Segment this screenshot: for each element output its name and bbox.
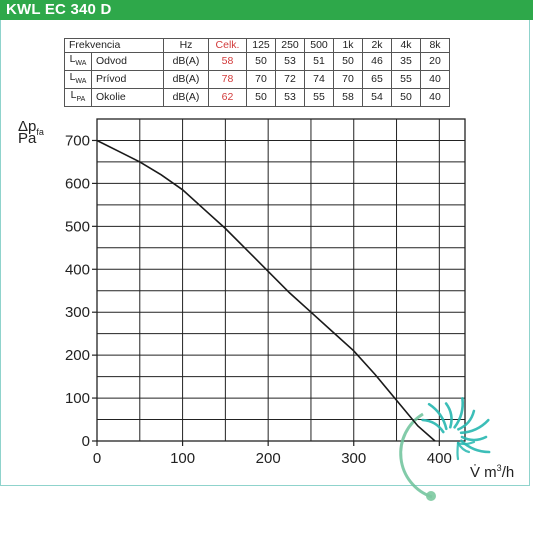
noise-table-header: Frekvencia Hz Celk. 125 250 500 1k 2k 4k… (64, 38, 450, 53)
row-name: Prívod (91, 70, 164, 90)
y-tick-label: 0 (82, 433, 90, 450)
logo-blade (457, 409, 476, 431)
fan-curve-line (96, 139, 436, 442)
logo-blade (459, 418, 490, 435)
x-axis-label: V̇ m3/h (470, 463, 514, 481)
x-tick-label: 0 (93, 450, 101, 467)
y-tick-label: 700 (65, 132, 90, 149)
noise-table: Frekvencia Hz Celk. 125 250 500 1k 2k 4k… (64, 38, 450, 108)
noise-table-row: LWA Odvod dB(A) 58 50 53 51 50 46 35 20 (64, 51, 450, 72)
x-tick-label: 300 (341, 450, 366, 467)
row-symbol: LWA (64, 70, 92, 90)
y-axis-label: Δpfa (18, 118, 44, 137)
row-band: 40 (420, 88, 450, 108)
y-tick-label: 100 (65, 390, 90, 407)
logo-blade (460, 439, 491, 454)
logo-blade (421, 418, 445, 434)
logo-blade (453, 397, 464, 429)
logo-blade (456, 440, 476, 446)
y-tick-label: 600 (65, 175, 90, 192)
x-tick-label: 200 (256, 450, 281, 467)
header-cell: 125 (246, 38, 276, 53)
y-tick-label: 500 (65, 218, 90, 235)
row-unit: dB(A) (163, 51, 209, 72)
logo-arc (399, 412, 433, 499)
x-tick-label: 100 (170, 450, 195, 467)
airflow-logo-icon (399, 397, 491, 501)
chart-ticks: 0 100 200 300 400 500 600 700 0 100 200 300 400 (65, 132, 452, 467)
logo-blade (456, 441, 460, 461)
row-symbol: LPA (64, 88, 92, 108)
logo-blade (444, 402, 453, 429)
x-tick-label: 400 (427, 450, 452, 467)
logo-blade (460, 435, 488, 442)
title-bar: KWL EC 340 D (0, 0, 533, 20)
logo-blade (427, 402, 448, 431)
y-tick-label: 200 (65, 347, 90, 364)
y-tick-label: 300 (65, 304, 90, 321)
row-band: 55 (304, 88, 334, 108)
plot-area-border (96, 118, 466, 442)
y-tick-label: 400 (65, 261, 90, 278)
noise-table-row: LPA Okolie dB(A) 62 50 53 55 58 54 50 40 (64, 88, 450, 108)
logo-dot (426, 491, 436, 501)
row-band: 50 (391, 88, 421, 108)
chart-grid (96, 118, 466, 442)
product-title: KWL EC 340 D (6, 1, 112, 18)
y-axis-unit: Pa (18, 130, 37, 147)
row-unit: dB(A) (163, 88, 209, 108)
header-cell: 500 (304, 38, 334, 53)
